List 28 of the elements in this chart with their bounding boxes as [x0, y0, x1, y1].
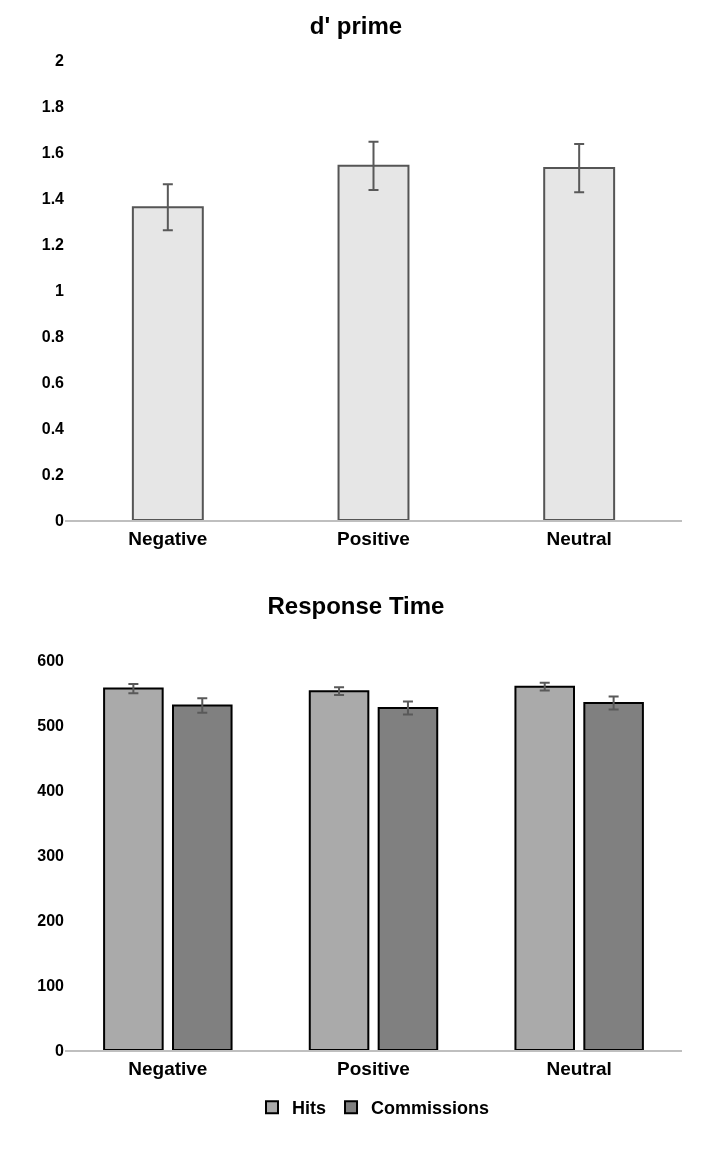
y-tick-label: 1.6 [41, 143, 65, 161]
y-tick-label: 500 [37, 716, 65, 734]
y-tick-label: 0.2 [41, 465, 65, 483]
x-tick-label: Positive [337, 1057, 410, 1079]
y-tick-label: 600 [37, 651, 65, 669]
chart-title: d' prime [309, 12, 403, 40]
y-tick-label: 0.6 [41, 373, 65, 391]
y-tick-label: 400 [37, 781, 65, 799]
chart-title: Response Time [267, 592, 445, 620]
y-tick-label: 1.2 [41, 235, 65, 253]
y-tick-label: 0 [55, 511, 65, 529]
y-tick-label: 2 [55, 51, 65, 69]
legend-label: Commissions [371, 1098, 490, 1119]
x-tick-label: Neutral [546, 527, 612, 549]
y-tick-label: 1.8 [41, 97, 65, 115]
y-tick-label: 0 [55, 1041, 65, 1059]
y-tick-label: 0.4 [41, 419, 65, 437]
y-tick-label: 1 [55, 281, 65, 299]
y-tick-label: 1.4 [41, 189, 65, 207]
x-tick-label: Positive [337, 527, 410, 549]
y-tick-label: 100 [37, 976, 65, 994]
x-tick-label: Negative [128, 1057, 208, 1079]
legend-label: Hits [292, 1098, 327, 1119]
x-tick-label: Neutral [546, 1057, 612, 1079]
y-tick-label: 300 [37, 846, 65, 864]
y-tick-label: 200 [37, 911, 65, 929]
y-tick-label: 0.8 [41, 327, 65, 345]
x-tick-label: Negative [128, 527, 208, 549]
